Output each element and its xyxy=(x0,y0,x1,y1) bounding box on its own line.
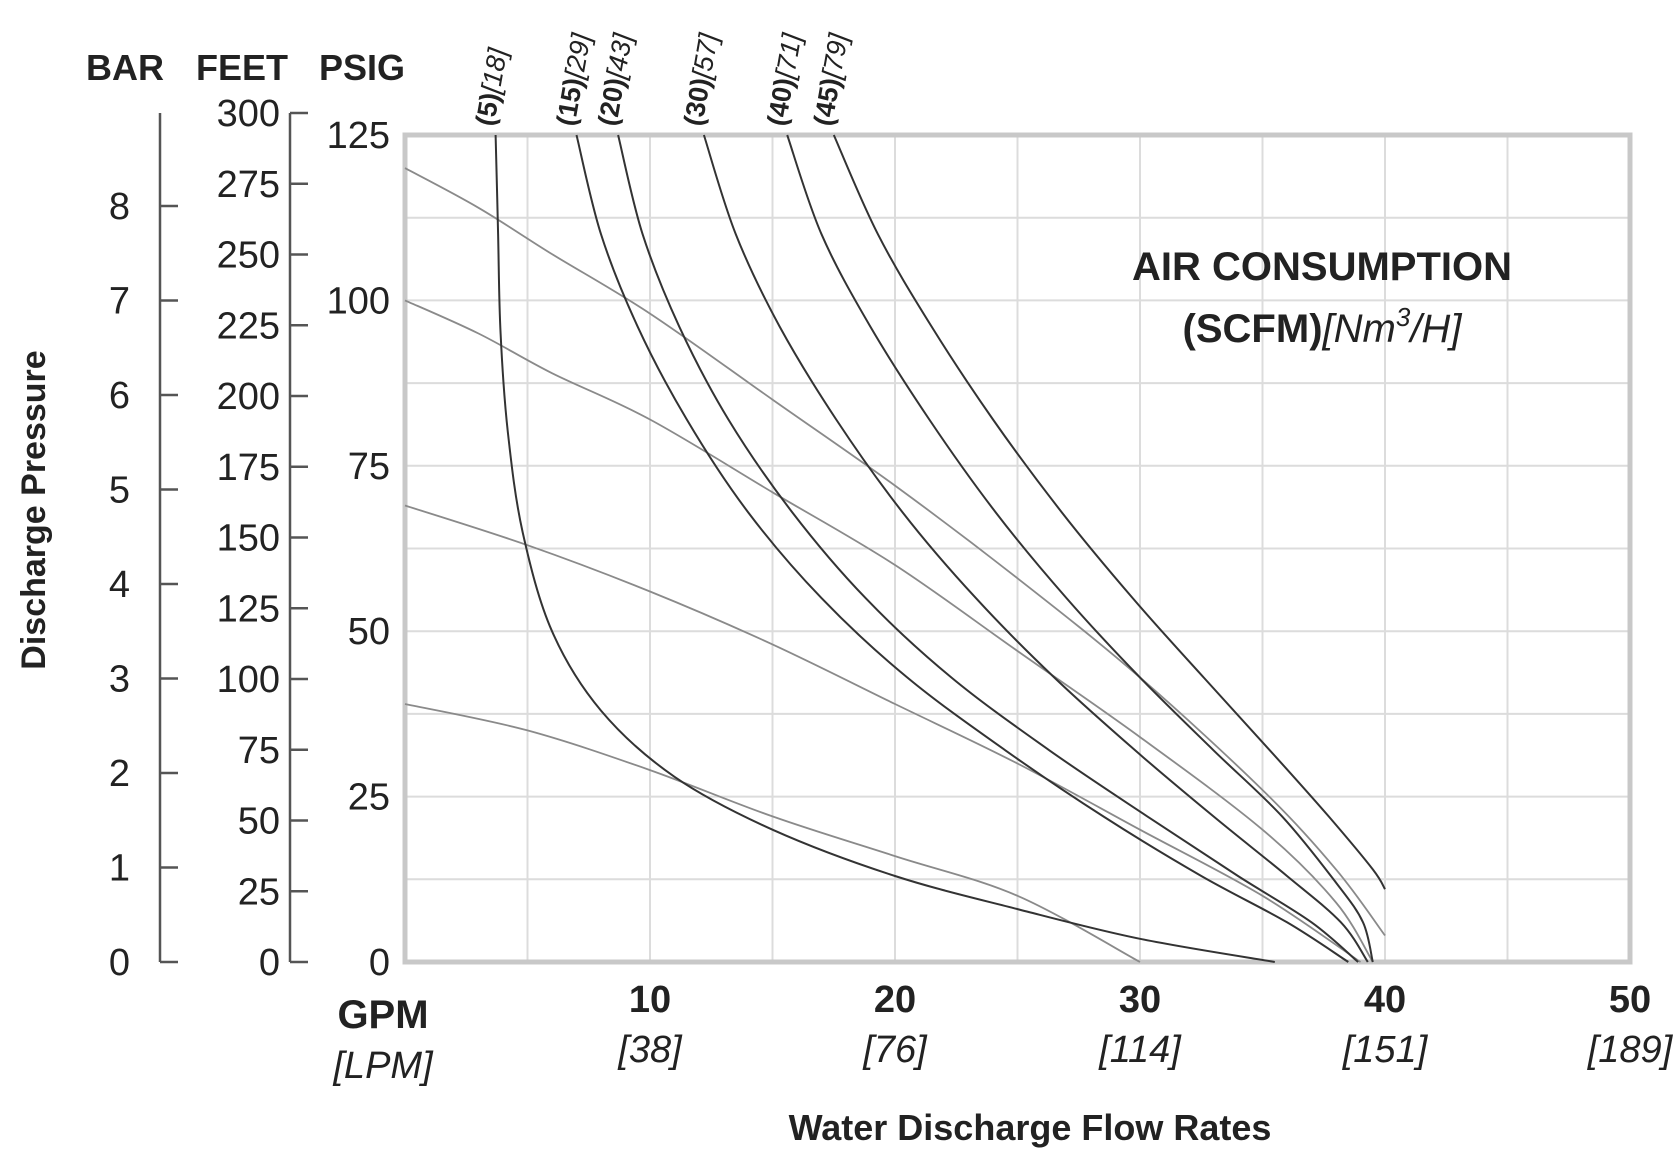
y-tick-label-psig: 75 xyxy=(348,446,390,488)
y-tick-label-feet: 200 xyxy=(217,376,280,418)
y-tick-label-psig: 25 xyxy=(348,777,390,819)
consumption-curve-3 xyxy=(617,134,1359,963)
y-tick-label-feet: 100 xyxy=(217,659,280,701)
pressure-curve-2 xyxy=(404,299,1374,963)
legend: AIR CONSUMPTION (SCFM)[Nm3/H] xyxy=(1132,245,1512,351)
x-tick-alt-label: [38] xyxy=(617,1029,683,1071)
consumption-curves: (5)[18](15)[29](20)[43](30)[57](40)[71](… xyxy=(470,30,1386,963)
y-tick-label-feet: 150 xyxy=(217,518,280,560)
y-axis-unit-bar: BAR xyxy=(86,47,164,88)
y-tick-label-feet: 225 xyxy=(217,305,280,347)
grid xyxy=(405,135,1630,962)
y-axis-unit-psig: PSIG xyxy=(319,47,405,88)
x-tick-alt-label: [189] xyxy=(1587,1029,1674,1071)
y-tick-label-bar: 4 xyxy=(109,564,130,606)
y-tick-label-bar: 3 xyxy=(109,659,130,701)
y-tick-label-feet: 125 xyxy=(217,588,280,630)
y-tick-label-bar: 0 xyxy=(109,942,130,984)
x-tick-alt-label: [151] xyxy=(1342,1029,1429,1071)
axes: 012345678BAR0255075100125150175200225250… xyxy=(86,47,1674,1071)
y-tick-label-bar: 8 xyxy=(109,186,130,228)
y-tick-label-feet: 175 xyxy=(217,447,280,489)
y-tick-label-bar: 2 xyxy=(109,753,130,795)
y-axis-title: Discharge Pressure xyxy=(15,350,53,669)
y-tick-label-feet: 25 xyxy=(238,871,280,913)
plot-frame xyxy=(402,132,1633,965)
x-unit-label: GPM xyxy=(337,993,428,1037)
y-tick-label-psig: 100 xyxy=(327,280,390,322)
legend-unit-superscript: 3 xyxy=(1396,302,1411,332)
legend-title: AIR CONSUMPTION xyxy=(1132,245,1512,289)
y-tick-label-feet: 50 xyxy=(238,801,280,843)
consumption-curve-4 xyxy=(702,134,1369,963)
consumption-curve-1 xyxy=(494,134,1275,963)
y-tick-label-psig: 50 xyxy=(348,611,390,653)
y-tick-label-psig: 0 xyxy=(369,942,390,984)
y-tick-label-feet: 300 xyxy=(217,93,280,135)
y-tick-label-bar: 5 xyxy=(109,470,130,512)
x-alt-unit-label: [LPM] xyxy=(332,1045,434,1087)
y-tick-label-psig: 125 xyxy=(327,115,390,157)
pressure-curve-4 xyxy=(404,703,1141,963)
consumption-curve-2 xyxy=(575,134,1349,963)
x-tick-label: 40 xyxy=(1364,979,1406,1021)
y-axis-unit-feet: FEET xyxy=(196,47,288,88)
consumption-curve-6 xyxy=(832,134,1386,890)
x-axis-title: Water Discharge Flow Rates xyxy=(789,1107,1272,1148)
y-tick-label-bar: 1 xyxy=(109,848,130,890)
x-tick-alt-label: [76] xyxy=(862,1029,928,1071)
y-tick-label-bar: 6 xyxy=(109,375,130,417)
x-tick-label: 20 xyxy=(874,979,916,1021)
y-tick-label-feet: 250 xyxy=(217,235,280,277)
legend-unit-nm3h-pre: [Nm xyxy=(1322,307,1396,351)
legend-unit-nm3h-post: /H] xyxy=(1407,307,1462,351)
consumption-curve-5 xyxy=(786,134,1374,963)
x-tick-label: 50 xyxy=(1609,979,1651,1021)
legend-unit-scfm: (SCFM) xyxy=(1183,307,1323,351)
x-tick-label: 10 xyxy=(629,979,671,1021)
x-tick-label: 30 xyxy=(1119,979,1161,1021)
pressure-curve-3 xyxy=(404,504,1362,963)
x-tick-alt-label: [114] xyxy=(1098,1029,1182,1071)
pressure-curves xyxy=(404,167,1386,963)
y-tick-label-feet: 75 xyxy=(238,730,280,772)
y-tick-label-bar: 7 xyxy=(109,281,130,323)
consumption-curve-label-3: (20)[43] xyxy=(593,30,639,128)
consumption-label-scfm: (5) xyxy=(470,90,505,128)
legend-subtitle: (SCFM)[Nm3/H] xyxy=(1183,302,1463,351)
y-tick-label-feet: 0 xyxy=(259,942,280,984)
pressure-curve-1 xyxy=(404,167,1386,937)
y-tick-label-feet: 275 xyxy=(217,164,280,206)
